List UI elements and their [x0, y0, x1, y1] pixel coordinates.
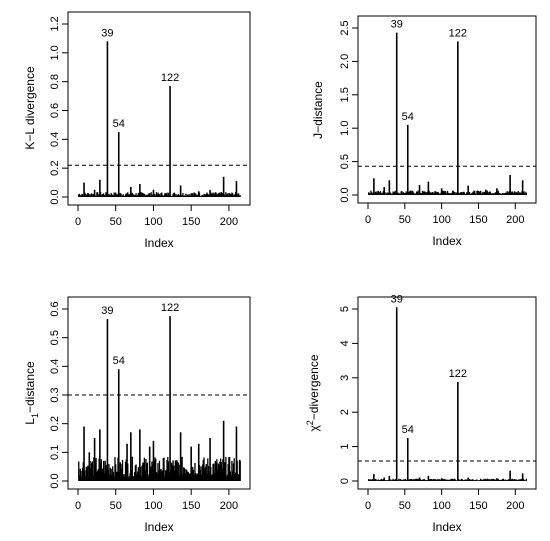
y-tick-label: 0.2 [49, 161, 61, 176]
x-tick-label: 100 [144, 500, 162, 512]
y-tick-label: 0 [339, 478, 351, 484]
x-tick-label: 50 [399, 214, 411, 226]
y-axis-label-base: χ [307, 425, 321, 432]
y-tick-label: 1.0 [49, 45, 61, 60]
y-tick-label: 2.5 [339, 20, 351, 35]
x-tick-label: 0 [365, 214, 371, 226]
peak-label-54: 54 [113, 355, 125, 367]
y-axis-label-suffix: −distance [23, 361, 37, 413]
plot-frame [357, 15, 537, 204]
x-tick-label: 200 [506, 500, 524, 512]
peak-label-54: 54 [113, 118, 125, 130]
y-tick-label: 0.4 [49, 359, 61, 374]
x-tick-label: 0 [365, 500, 371, 512]
y-tick-label: 0.0 [339, 187, 351, 202]
peak-label-54: 54 [402, 111, 414, 123]
series-spikes [78, 41, 241, 197]
y-tick-label: 0.0 [49, 189, 61, 204]
peak-label-122: 122 [161, 302, 179, 314]
y-axis-label-superscript: 2 [305, 420, 315, 425]
x-tick-label: 200 [506, 214, 524, 226]
y-tick-label: 0.2 [49, 416, 61, 431]
x-tick-label: 150 [469, 500, 487, 512]
y-tick-label: 0.8 [49, 74, 61, 89]
y-tick-label: 2 [339, 409, 351, 415]
y-axis-label: χ2−divergence [305, 354, 321, 431]
y-axis-label-base: L [23, 418, 37, 425]
y-axis-label-base: K−L divergence [23, 66, 37, 150]
x-axis-label: Index [144, 236, 173, 250]
series-spikes [368, 307, 527, 481]
x-tick-label: 200 [220, 216, 238, 228]
peak-label-39: 39 [101, 27, 113, 39]
x-axis-label: Index [432, 234, 461, 248]
peak-label-122: 122 [449, 27, 467, 39]
y-axis-label: L1−distance [23, 361, 40, 425]
x-tick-label: 50 [399, 500, 411, 512]
x-tick-label: 150 [469, 214, 487, 226]
peak-label-122: 122 [449, 368, 467, 380]
x-axis-label: Index [144, 520, 173, 534]
y-tick-label: 0.4 [49, 132, 61, 147]
chart-panel-2: 0.0 0.5 1.0 1.5 2.0 2.5 0 50 100 150 200 Index J−dis… [311, 15, 537, 248]
y-axis-label-suffix: −divergence [307, 354, 321, 420]
series-spikes [368, 32, 527, 195]
x-tick-label: 150 [182, 500, 200, 512]
y-tick-label: 3 [339, 375, 351, 381]
peak-label-39: 39 [101, 305, 113, 317]
x-tick-label: 50 [110, 500, 122, 512]
y-axis-label-base: J−distance [311, 81, 325, 139]
peak-label-39: 39 [391, 19, 403, 31]
plot-frame [67, 11, 251, 206]
y-tick-label: 0.6 [49, 301, 61, 316]
y-tick-label: 0.0 [49, 473, 61, 488]
y-tick-label: 0.1 [49, 445, 61, 460]
y-axis-label-subscript: 1 [30, 413, 40, 418]
y-tick-label: 1 [339, 444, 351, 450]
plot-frame [357, 296, 537, 490]
y-tick-label: 4 [339, 340, 351, 346]
series-spikes [78, 316, 241, 481]
x-tick-label: 0 [75, 500, 81, 512]
plot-frame [67, 296, 251, 490]
y-axis-label: J−distance [311, 81, 325, 139]
y-tick-label: 5 [339, 306, 351, 312]
y-tick-label: 0.6 [49, 103, 61, 118]
peak-label-122: 122 [161, 72, 179, 84]
y-axis-label: K−L divergence [23, 66, 37, 150]
y-tick-label: 0.5 [49, 330, 61, 345]
x-tick-label: 150 [182, 216, 200, 228]
chart-panel-3: 0.00.10.20.30.40.50.60 50 100 150 200IndexL1… [23, 296, 251, 534]
y-tick-label: 1.5 [339, 87, 351, 102]
x-tick-label: 50 [110, 216, 122, 228]
peak-label-39: 39 [391, 293, 403, 305]
x-tick-label: 0 [75, 216, 81, 228]
x-axis-label: Index [432, 520, 461, 534]
x-tick-label: 100 [144, 216, 162, 228]
peak-label-54: 54 [402, 424, 414, 436]
y-tick-label: 1.2 [49, 16, 61, 31]
y-tick-label: 1.0 [339, 121, 351, 136]
x-tick-label: 200 [220, 500, 238, 512]
y-tick-label: 2.0 [339, 54, 351, 69]
chart-panel-1: 0.0 0.2 0.4 0.6 0.8 1.0 1.2 0 50 100 150 200 Index K−… [23, 11, 251, 250]
y-tick-label: 0.3 [49, 387, 61, 402]
x-tick-label: 100 [432, 214, 450, 226]
x-tick-label: 100 [432, 500, 450, 512]
y-tick-label: 0.5 [339, 154, 351, 169]
